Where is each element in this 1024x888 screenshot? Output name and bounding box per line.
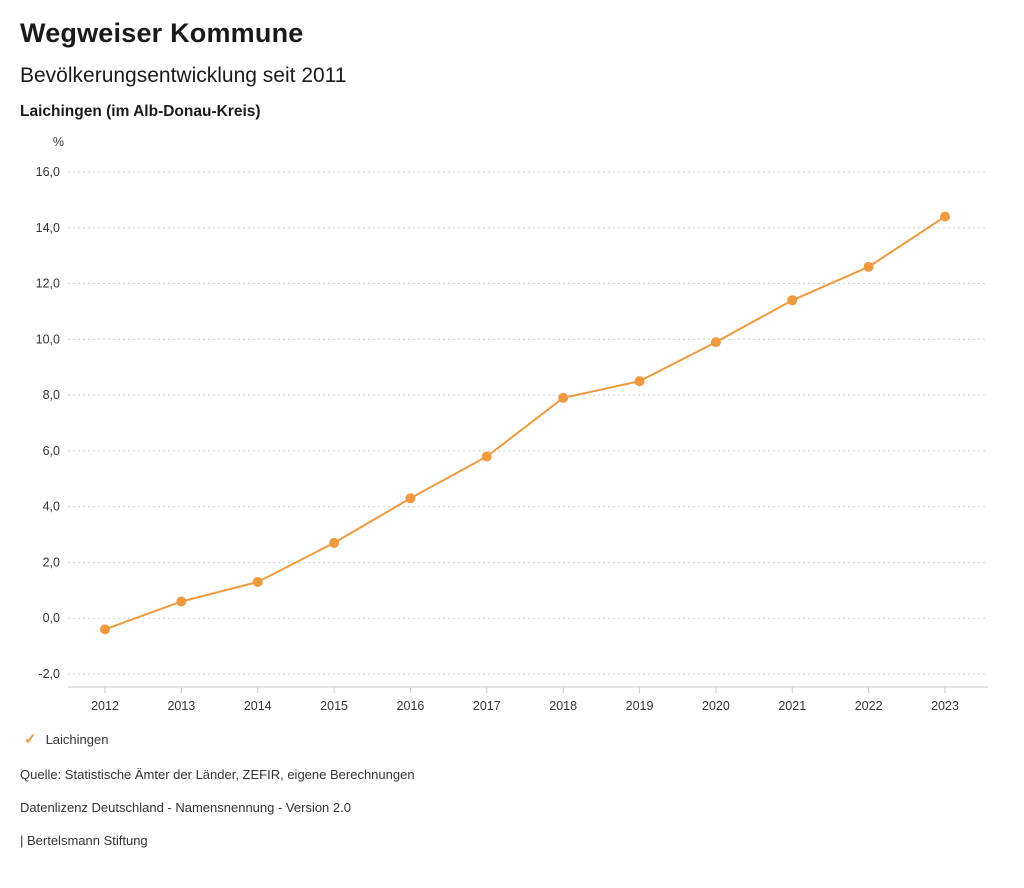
data-point[interactable]: [100, 624, 110, 635]
data-point[interactable]: [176, 596, 187, 607]
x-tick-label: 2017: [473, 699, 501, 713]
data-point[interactable]: [787, 295, 798, 306]
data-point[interactable]: [710, 337, 721, 348]
x-tick-label: 2015: [320, 699, 348, 713]
data-point[interactable]: [405, 493, 416, 504]
y-tick-label: 4,0: [43, 500, 60, 514]
data-point[interactable]: [558, 392, 569, 403]
x-tick-label: 2013: [167, 699, 195, 713]
chart-title: Bevölkerungsentwicklung seit 2011: [20, 64, 347, 87]
y-tick-label: 0,0: [43, 611, 60, 625]
y-tick-label: 16,0: [36, 165, 60, 179]
check-icon: ✓: [24, 731, 37, 748]
data-point[interactable]: [252, 576, 263, 587]
population-line-chart: 16,0 14,0 12,0 10,0 8,0 6,0 4,0 2,0 0,0 -2,0% 2012…: [36, 135, 988, 713]
x-tick-label: 2020: [702, 699, 730, 713]
x-tick-label: 2021: [778, 699, 806, 713]
series-line-laichingen: [104, 215, 946, 631]
page: Wegweiser Kommune Bevölkerungsentwicklun…: [20, 18, 1004, 848]
data-point[interactable]: [863, 261, 874, 272]
y-tick-label: 12,0: [36, 277, 60, 291]
data-point[interactable]: [634, 376, 645, 387]
y-tick-label: 2,0: [43, 555, 60, 569]
source-note: Quelle: Statistische Ämter der Länder, Z…: [20, 767, 415, 782]
app-title: Wegweiser Kommune: [20, 18, 304, 48]
y-tick-label: 10,0: [36, 332, 60, 346]
legend-label: Laichingen: [45, 732, 109, 747]
x-tick-label: 2012: [91, 699, 119, 713]
data-point[interactable]: [329, 537, 340, 548]
municipality-label: Laichingen (im Alb-Donau-Kreis): [20, 103, 261, 120]
footer: Quelle: Statistische Ämter der Länder, Z…: [20, 767, 1004, 848]
y-tick-label: -2,0: [38, 667, 60, 681]
y-tick-label: 6,0: [43, 444, 60, 458]
chart-legend: ✓ Laichingen: [20, 732, 1004, 747]
x-tick-label: 2023: [931, 699, 959, 713]
data-point[interactable]: [481, 451, 492, 462]
x-tick-label: 2018: [549, 699, 577, 713]
x-tick-label: 2019: [626, 699, 654, 713]
attribution-note: | Bertelsmann Stiftung: [20, 833, 148, 848]
x-tick-label: 2016: [397, 699, 425, 713]
y-tick-label: 8,0: [43, 388, 60, 402]
legend-item-laichingen[interactable]: ✓ Laichingen: [24, 732, 108, 747]
chart-area: 16,0 14,0 12,0 10,0 8,0 6,0 4,0 2,0 0,0 -2,0% 2012…: [20, 127, 1004, 722]
license-note: Datenlizenz Deutschland - Namensnennung …: [20, 800, 351, 815]
y-tick-label: 14,0: [36, 221, 60, 235]
data-point[interactable]: [940, 211, 950, 222]
y-axis-unit-label: %: [53, 135, 64, 149]
x-tick-label: 2014: [244, 699, 272, 713]
x-tick-label: 2022: [855, 699, 883, 713]
